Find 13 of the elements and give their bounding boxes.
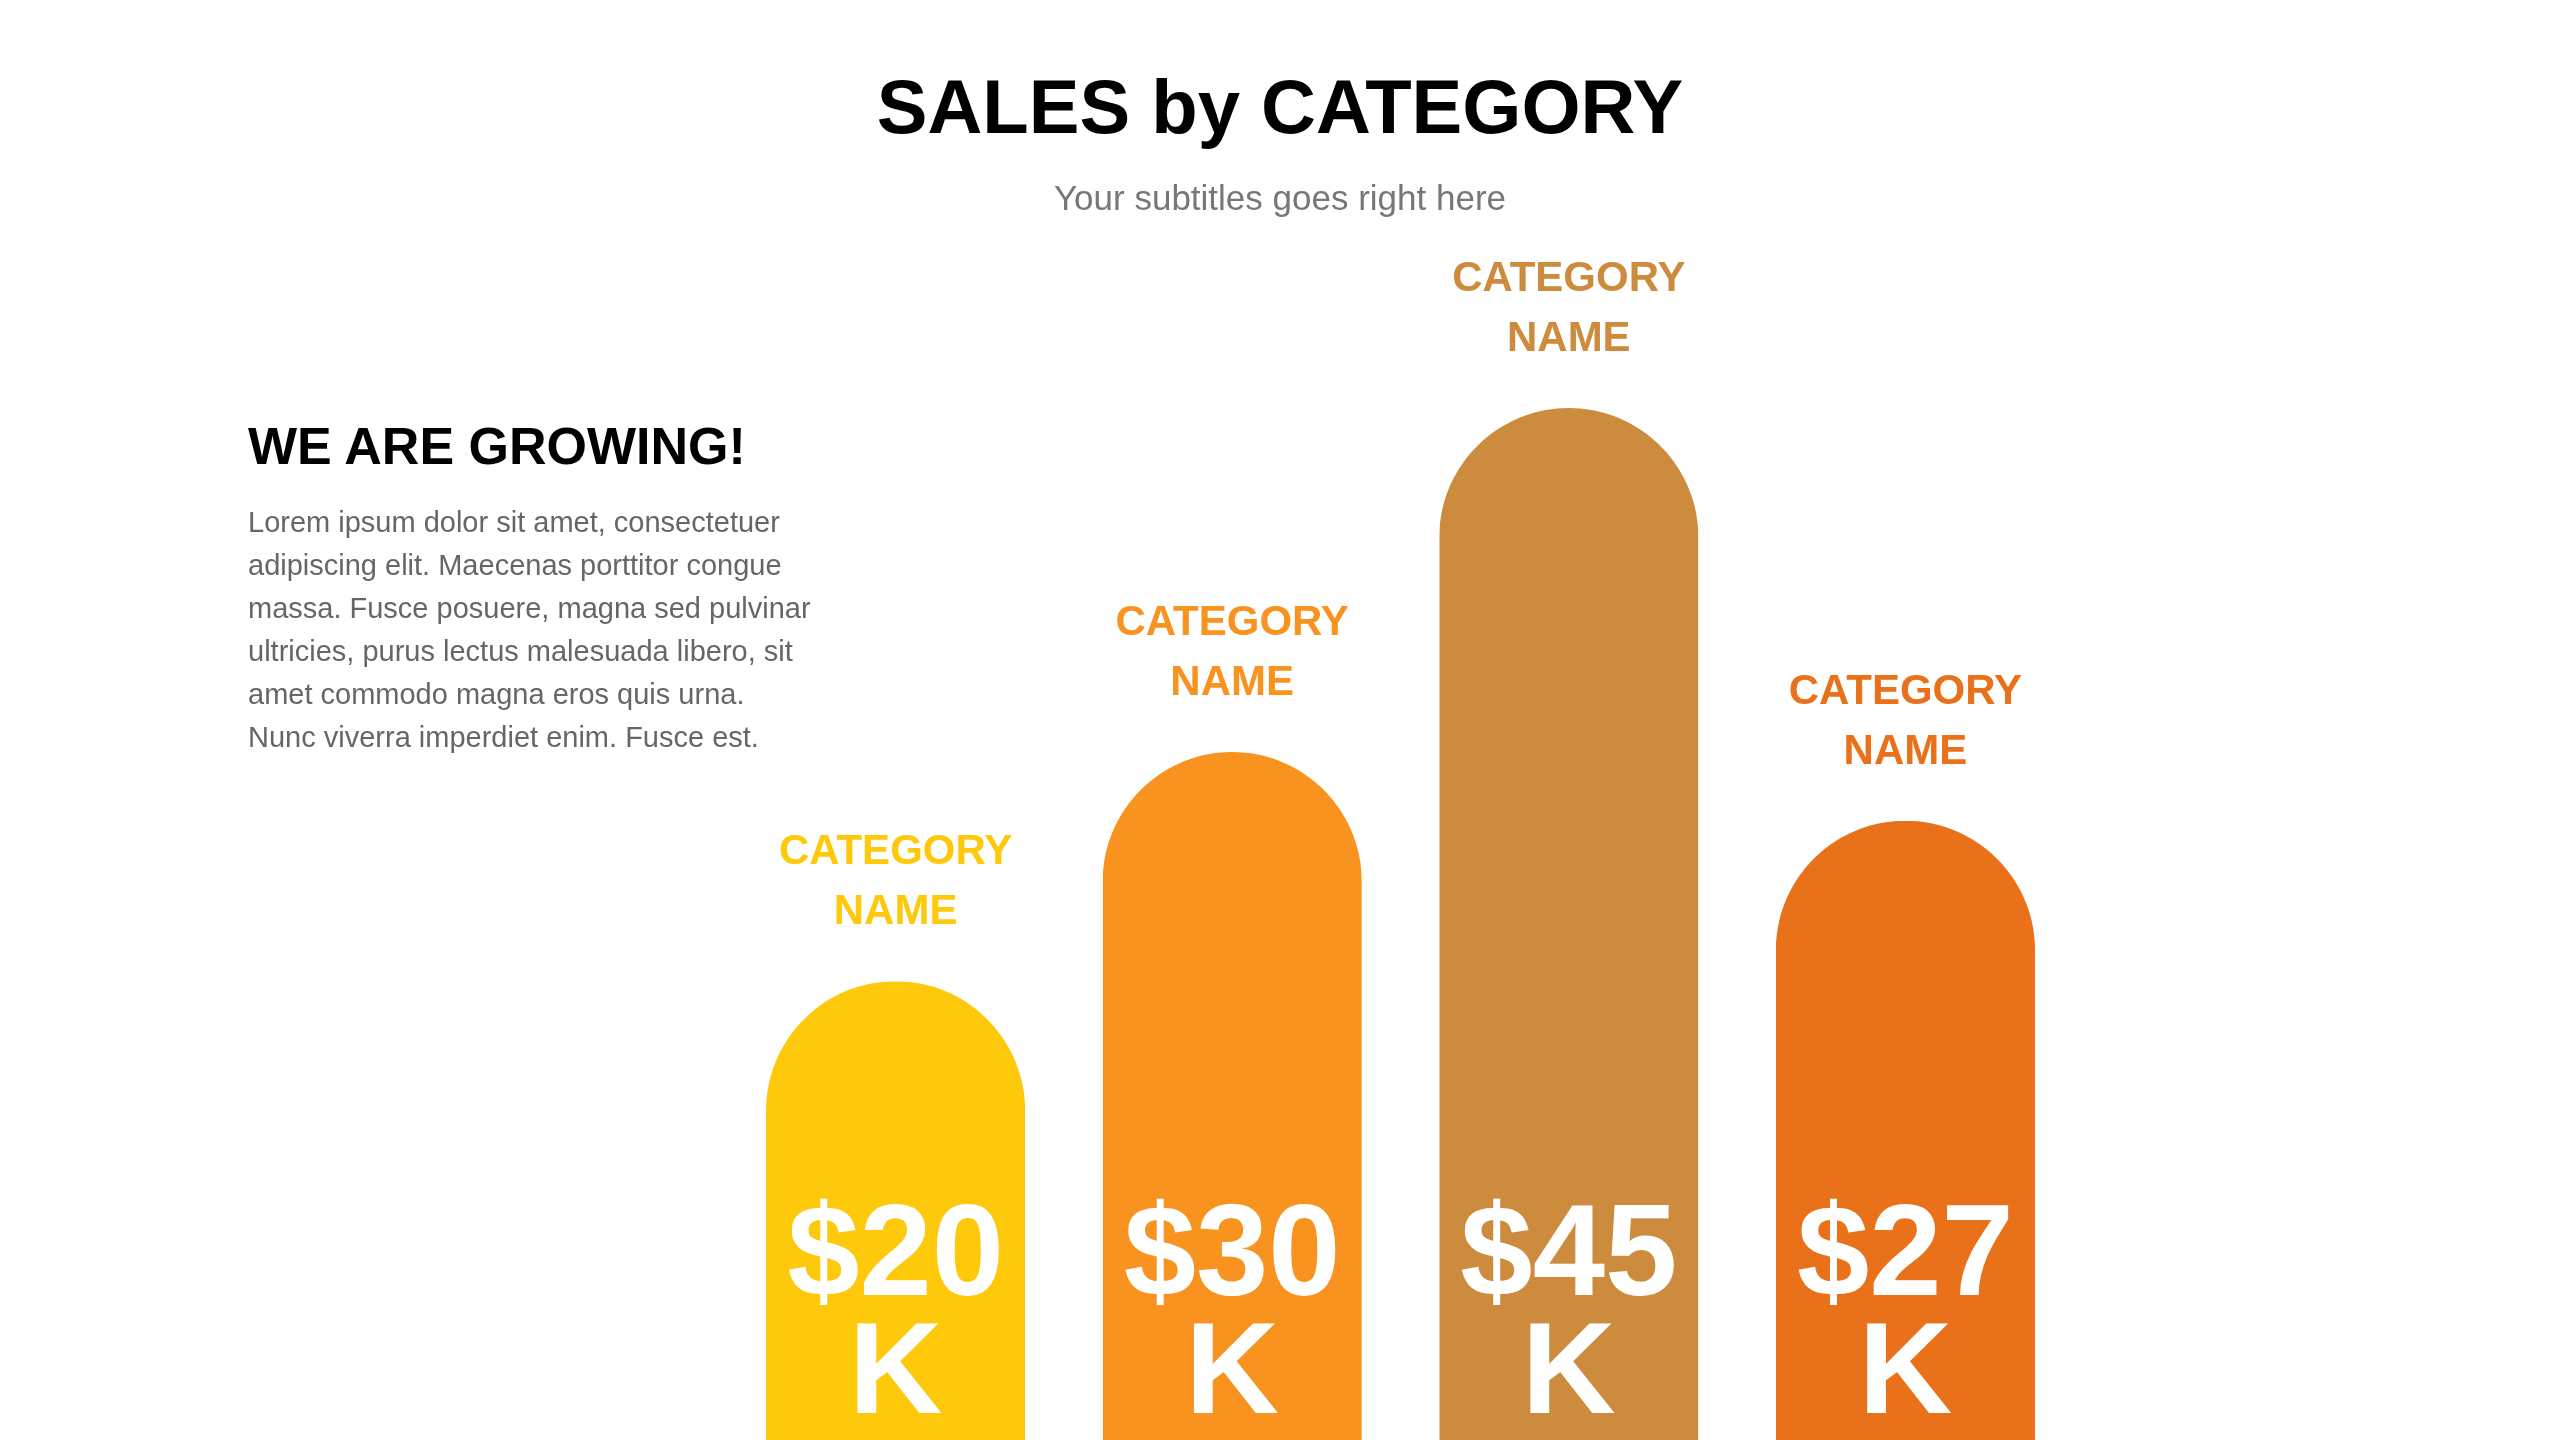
- x-tick-label: CATEGORY NAME: [778, 826, 1013, 934]
- bar: [1439, 408, 1699, 1440]
- x-tick-label: CATEGORY NAME: [1115, 597, 1349, 704]
- annotation: Lorem ipsum dolor sit amet, consectetuer adipiscing elit. Maecenas porttitor congue massa. Fusce posuere, magna sed pulvinar ultricies, purus lectus malesuada libero, sit amet commodo magna eros quis urna. Nunc viverra imperdiet enim. Fusce est.: [248, 506, 811, 753]
- x-tick-label: CATEGORY NAME: [1452, 253, 1686, 360]
- annotation: WE ARE GROWING!: [248, 417, 746, 475]
- data-label: $20 K: [787, 1177, 1005, 1440]
- data-label: $30 K: [1123, 1177, 1341, 1440]
- chart-title: SALES by CATEGORY: [876, 64, 1684, 149]
- data-label: $45 K: [1460, 1177, 1678, 1440]
- chart-subtitle: Your subtitles goes right here: [1053, 178, 1507, 217]
- x-tick-label: CATEGORY NAME: [1788, 665, 2023, 773]
- data-label: $27 K: [1796, 1177, 2014, 1440]
